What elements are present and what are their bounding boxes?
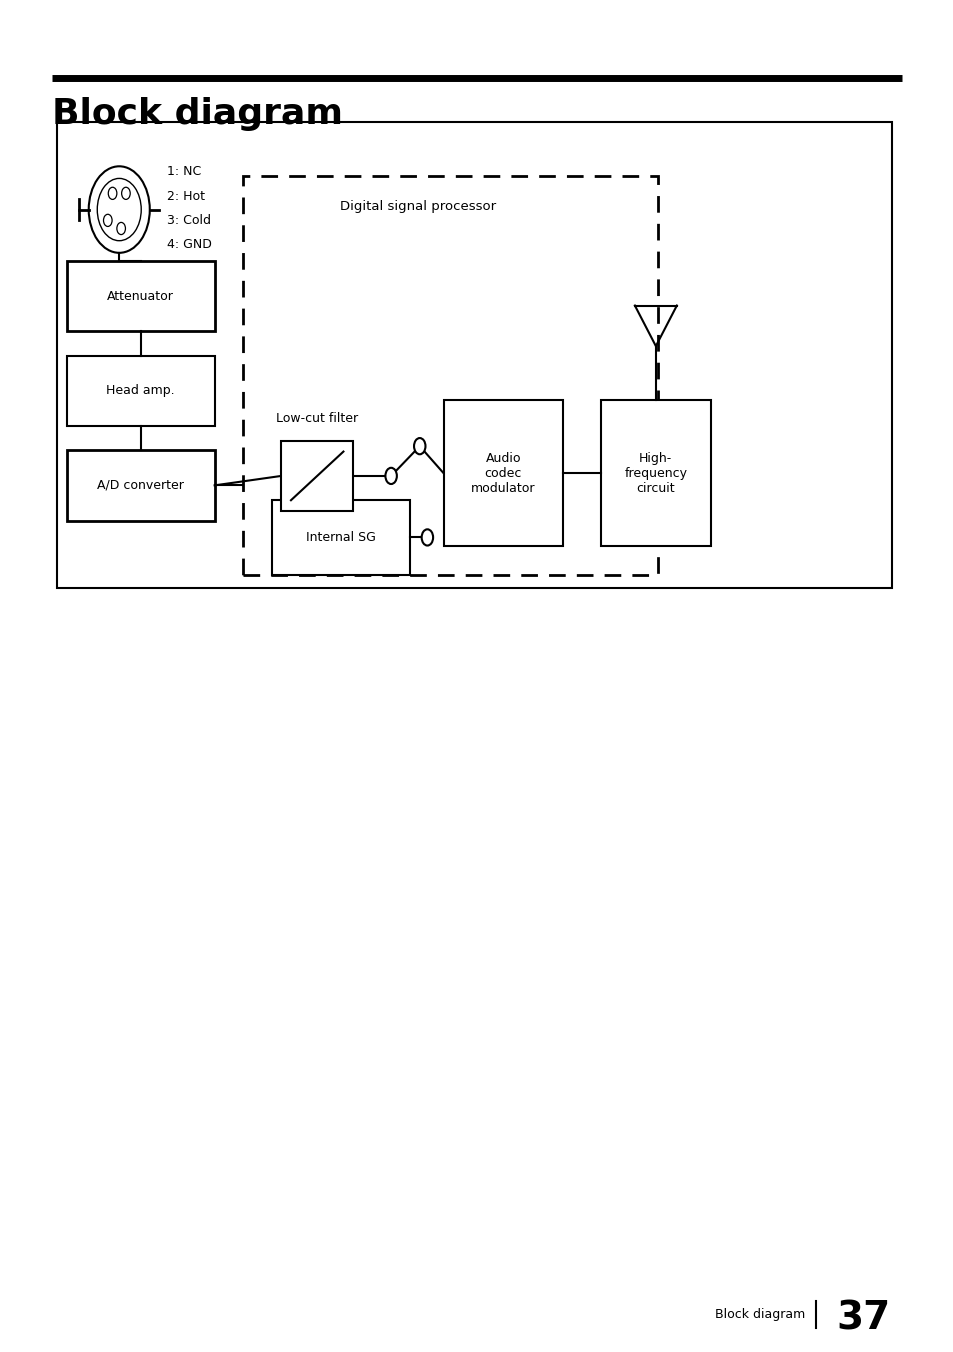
Bar bbox=[600, 400, 710, 546]
Circle shape bbox=[414, 438, 425, 454]
Circle shape bbox=[421, 530, 433, 546]
Text: Low-cut filter: Low-cut filter bbox=[275, 411, 358, 425]
Circle shape bbox=[116, 222, 126, 235]
Bar bbox=[443, 400, 562, 546]
Text: Internal SG: Internal SG bbox=[306, 531, 375, 544]
Circle shape bbox=[385, 468, 396, 484]
Circle shape bbox=[108, 187, 116, 200]
Bar bbox=[243, 176, 658, 575]
Text: 3: Cold: 3: Cold bbox=[167, 214, 211, 227]
Text: A/D converter: A/D converter bbox=[97, 479, 184, 492]
Text: Head amp.: Head amp. bbox=[107, 384, 174, 397]
Bar bbox=[272, 500, 410, 575]
Circle shape bbox=[122, 187, 130, 200]
Bar bbox=[281, 441, 353, 511]
Text: 1: NC: 1: NC bbox=[167, 165, 201, 178]
Text: Block diagram: Block diagram bbox=[52, 97, 343, 131]
Text: High-
frequency
circuit: High- frequency circuit bbox=[623, 452, 687, 495]
Text: Block diagram: Block diagram bbox=[715, 1307, 805, 1321]
Text: 2: Hot: 2: Hot bbox=[167, 189, 205, 203]
Bar bbox=[67, 261, 214, 331]
Text: Digital signal processor: Digital signal processor bbox=[339, 200, 496, 214]
Bar bbox=[57, 122, 891, 588]
Bar bbox=[67, 356, 214, 426]
Bar bbox=[67, 450, 214, 521]
Circle shape bbox=[103, 214, 112, 227]
Text: 4: GND: 4: GND bbox=[167, 238, 212, 251]
Text: Audio
codec
modulator: Audio codec modulator bbox=[471, 452, 535, 495]
Text: Attenuator: Attenuator bbox=[107, 289, 174, 303]
Text: 37: 37 bbox=[836, 1299, 889, 1337]
